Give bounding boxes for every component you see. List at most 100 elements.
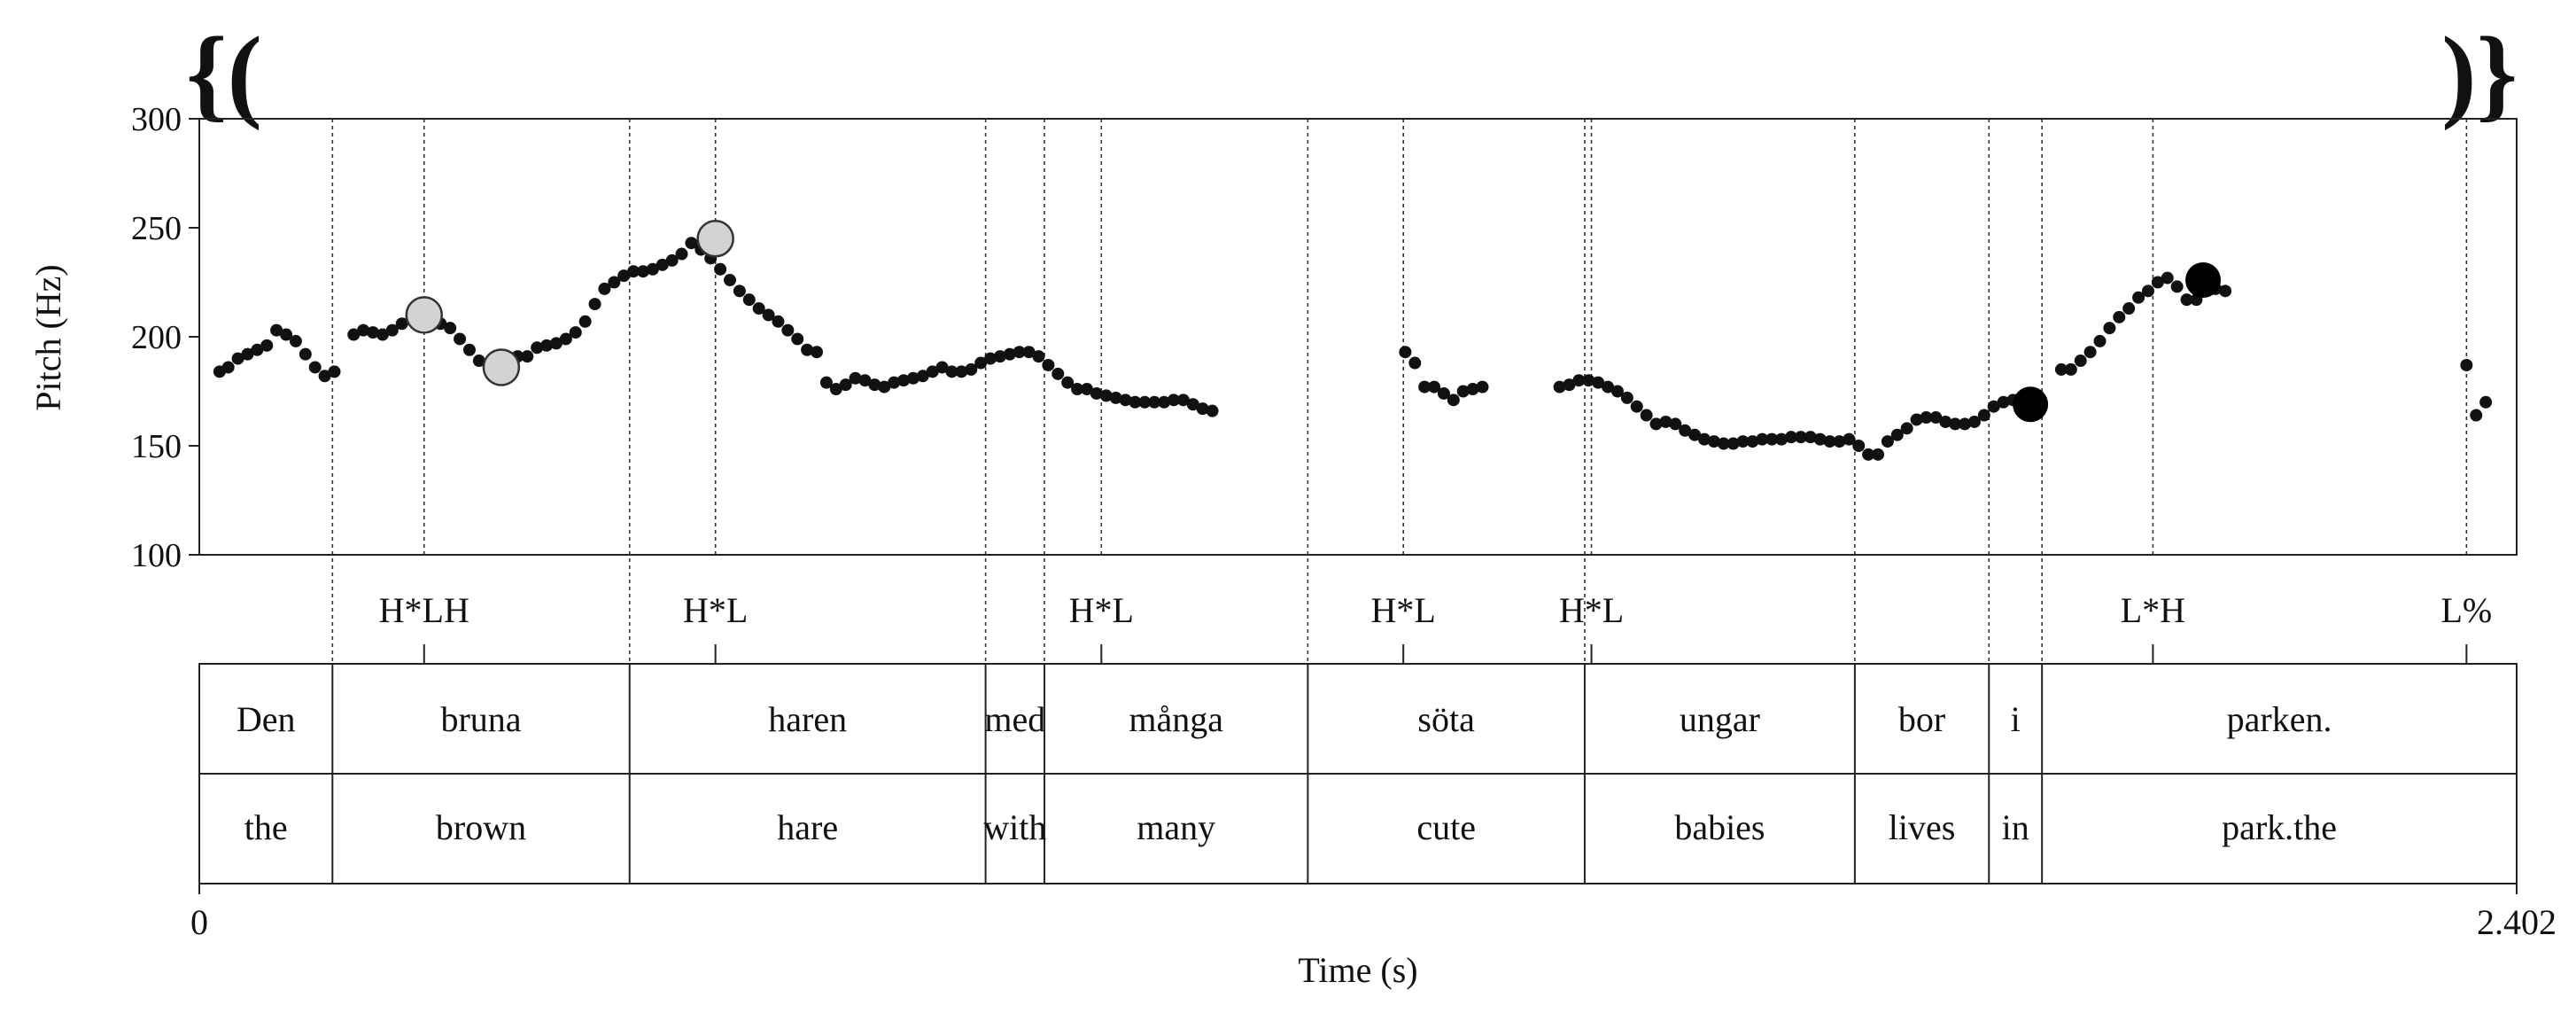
pitch-point: [1959, 417, 1972, 431]
y-tick-label: 200: [131, 319, 182, 356]
pitch-point: [2151, 276, 2164, 289]
pitch-point: [1138, 395, 1152, 409]
pitch-point: [1967, 415, 1981, 428]
pitch-point: [1775, 432, 1788, 446]
pitch-point: [2141, 284, 2154, 298]
pitch-point: [1659, 415, 1672, 428]
pitch-point: [1620, 391, 1633, 404]
word-label: haren: [768, 699, 847, 739]
pitch-point: [367, 326, 380, 339]
pitch-point: [2064, 362, 2077, 376]
pitch-point: [2470, 409, 2483, 422]
words-tier: Den bruna haren med många söta ungar bor i parken…: [237, 664, 2332, 884]
pitch-point: [1206, 404, 1219, 417]
word-label: många: [1129, 699, 1223, 739]
gloss-label: park.the: [2222, 807, 2337, 847]
x-tick-label-end: 2.402: [2477, 902, 2557, 942]
pitch-point: [1148, 395, 1161, 409]
pitch-point: [945, 365, 958, 378]
pitch-point: [617, 269, 631, 283]
pitch-point: [1003, 347, 1016, 361]
pitch-target-light: [482, 348, 521, 386]
pitch-point: [2180, 293, 2193, 307]
pitch-point: [1756, 432, 1769, 446]
pitch-point: [1592, 376, 1605, 389]
pitch-point: [1640, 409, 1653, 422]
pitch-point: [1119, 394, 1132, 407]
word-label: parken.: [2227, 699, 2332, 739]
pitch-point: [1408, 356, 1422, 370]
tone-label: L%: [2440, 590, 2492, 630]
pitch-point: [916, 370, 929, 383]
pitch-point: [1090, 386, 1103, 400]
pitch-point: [1051, 367, 1065, 380]
pitch-point: [1447, 394, 1460, 407]
gloss-label: cute: [1416, 807, 1476, 847]
pitch-point: [1456, 385, 1470, 398]
pitch-point: [1649, 417, 1663, 431]
word-label: i: [2011, 699, 2021, 739]
pitch-point: [1679, 424, 1692, 437]
pitch-point: [955, 365, 968, 378]
right-bracket: )}: [2441, 15, 2518, 131]
pitch-point: [646, 262, 659, 276]
pitch-point: [376, 328, 389, 341]
phrase-brackets: {( )}: [186, 15, 2518, 131]
pitch-point: [724, 274, 737, 287]
highlighted-pitch-targets: [405, 220, 2222, 423]
pitch-point: [1129, 395, 1142, 409]
pitch-point: [1428, 380, 1441, 394]
pitch-point: [1553, 380, 1566, 394]
pitch-point: [2113, 310, 2126, 323]
word-label: Den: [237, 699, 296, 739]
pitch-point: [608, 276, 621, 289]
pitch-point: [357, 323, 370, 337]
pitch-point: [1794, 431, 1807, 444]
pitch-point: [1736, 435, 1750, 448]
plot-frame: [198, 118, 2518, 556]
pitch-target-dark: [2185, 262, 2222, 299]
pitch-point: [1563, 378, 1576, 392]
pitch-point: [559, 332, 572, 346]
pitch-point: [1022, 346, 1036, 359]
pitch-point: [819, 376, 833, 389]
pitch-point: [1939, 415, 1952, 428]
y-tick-label: 100: [131, 537, 182, 574]
pitch-point: [569, 326, 582, 339]
boundary-guide-lines: [331, 119, 2468, 664]
pitch-point: [897, 374, 911, 387]
pitch-point: [1476, 380, 1489, 394]
pitch-target-light: [405, 296, 444, 334]
pitch-point: [347, 328, 361, 341]
tone-label: H*LH: [379, 590, 469, 630]
pitch-point: [2074, 355, 2087, 368]
pitch-point: [2054, 362, 2068, 376]
pitch-point: [714, 262, 727, 276]
y-axis: Pitch (Hz) 100 150 200 250 300: [28, 101, 199, 574]
pitch-point: [1890, 428, 1904, 441]
pitch-point: [521, 350, 534, 363]
pitch-point: [984, 352, 997, 365]
pitch-point: [1109, 391, 1122, 404]
pitch-point: [1997, 395, 2010, 409]
pitch-point: [1418, 380, 1432, 394]
pitch-point: [811, 346, 824, 359]
pitch-point: [1630, 400, 1643, 413]
pitch-point: [1823, 435, 1836, 448]
pitch-point: [926, 365, 939, 378]
pitch-point: [965, 362, 978, 376]
pitch-point: [270, 323, 283, 337]
pitch-point: [1399, 346, 1412, 359]
x-axis: 0 2.402 Time (s): [190, 884, 2557, 990]
y-axis-label: Pitch (Hz): [28, 264, 68, 411]
pitch-target-dark: [2013, 386, 2049, 423]
pitch-point: [1602, 380, 1615, 394]
pitch-point: [280, 328, 293, 341]
pitch-point: [1862, 448, 1875, 461]
pitch-point: [1669, 417, 1682, 431]
pitch-contour: [213, 237, 2493, 461]
pitch-point: [1437, 386, 1450, 400]
pitch-point: [858, 374, 872, 387]
y-tick-label: 300: [131, 101, 182, 138]
pitch-point: [2122, 302, 2136, 316]
